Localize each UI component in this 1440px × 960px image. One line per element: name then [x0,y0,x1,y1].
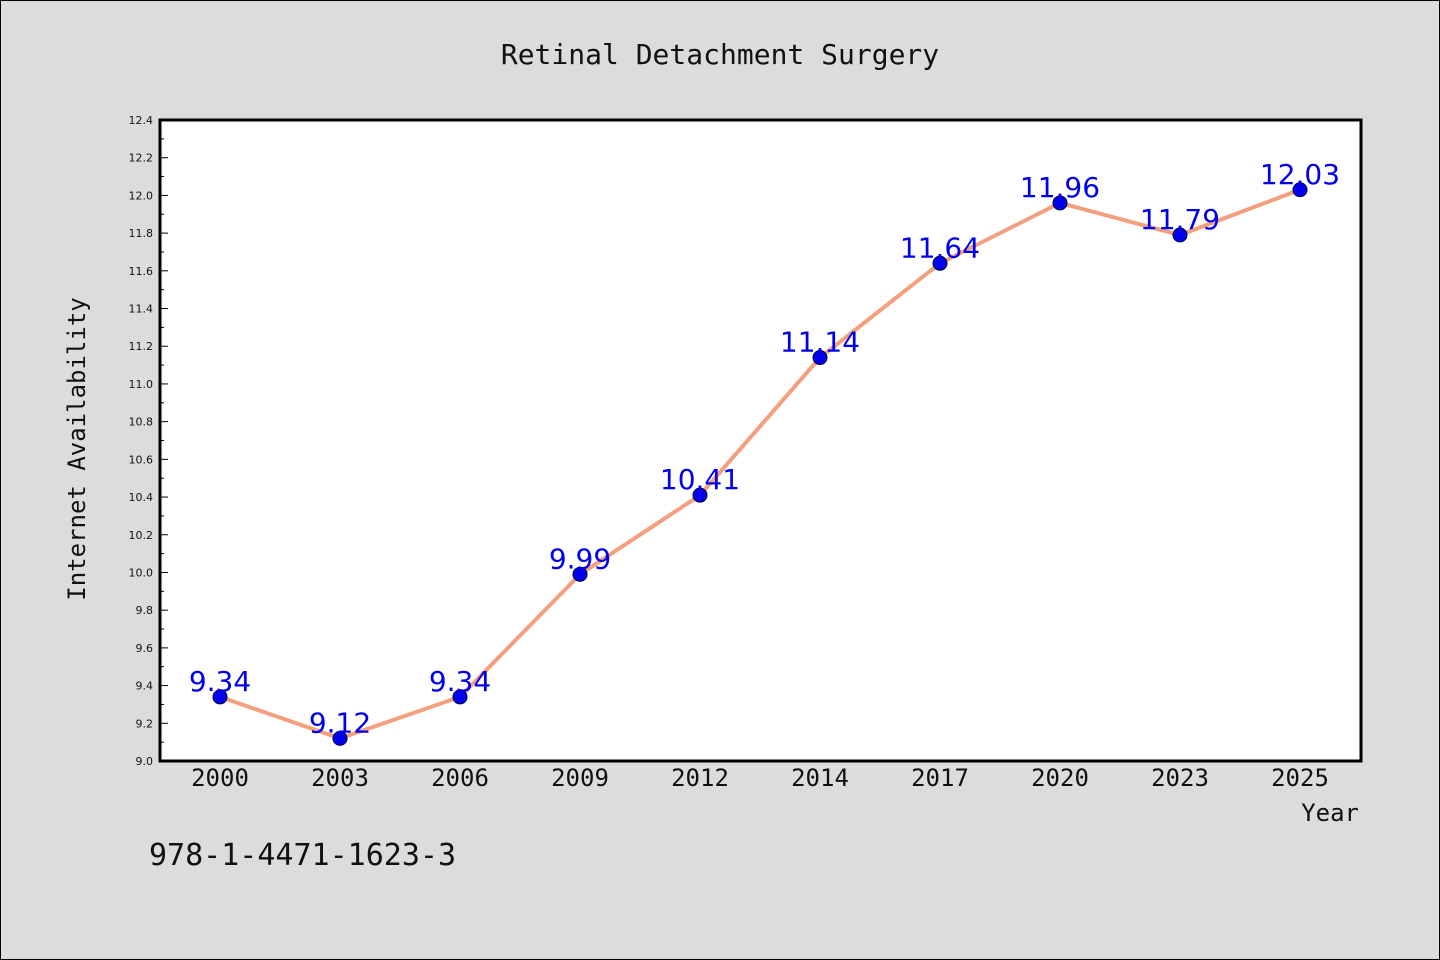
y-tick-label: 9.2 [136,717,154,730]
data-point [332,730,348,746]
x-tick-label: 2009 [551,764,609,792]
y-tick-label: 10.0 [129,566,154,579]
y-tick-label: 10.4 [129,491,154,504]
data-label: 12.03 [1260,158,1340,191]
x-tick-label: 2000 [191,764,249,792]
data-label-group: 9.34 9.12 9.34 9.99 10.41 11.14 11.64 11.96 11.7… [189,158,1340,740]
x-axis-label: Year [1301,799,1359,827]
y-axis-label: Internet Availability [63,297,91,600]
y-tick-label: 12.0 [129,189,154,202]
data-label: 9.12 [309,706,371,739]
y-tick-label: 9.8 [136,604,154,617]
data-point [692,487,708,503]
y-tick-label: 12.4 [129,114,154,127]
y-tick-label: 11.6 [129,265,154,278]
x-tick-label: 2023 [1151,764,1209,792]
y-tick-label: 12.2 [129,152,154,165]
data-point [1292,182,1308,198]
data-point [1172,227,1188,243]
x-tick-label: 2003 [311,764,369,792]
data-label: 9.99 [549,542,611,575]
data-point [452,689,468,705]
x-axis: 2000 2003 2006 2009 2012 2014 2017 2020 2023 2025 [191,764,1329,792]
data-label: 11.14 [780,326,860,359]
x-tick-label: 2014 [791,764,849,792]
y-axis: 9.0 9.2 9.4 9.6 9.8 10.0 10.2 10.4 10.6 10.8 11.0 1… [129,114,168,768]
x-tick-label: 2025 [1271,764,1329,792]
chart-title: Retinal Detachment Surgery [501,38,939,71]
data-point [212,689,228,705]
series-line-group [219,187,1301,741]
x-tick-label: 2020 [1031,764,1089,792]
y-tick-label: 11.2 [129,340,154,353]
marker-group [212,182,1308,746]
y-tick-label: 10.2 [129,529,154,542]
data-label: 11.79 [1140,203,1220,236]
data-point [572,566,588,582]
data-label: 10.41 [660,463,740,496]
isbn-text: 978-1-4471-1623-3 [149,838,456,873]
data-label: 9.34 [429,665,491,698]
y-tick-label: 11.4 [129,303,154,316]
y-tick-label: 10.6 [129,453,154,466]
data-point [932,255,948,271]
y-tick-label: 11.8 [129,227,154,240]
y-tick-label: 9.4 [136,680,154,693]
data-label: 11.64 [900,231,980,264]
x-tick-label: 2017 [911,764,969,792]
data-point [1052,195,1068,211]
x-tick-label: 2012 [671,764,729,792]
y-tick-label: 9.0 [136,755,154,768]
data-label: 11.96 [1020,171,1100,204]
y-tick-label: 11.0 [129,378,154,391]
y-tick-label: 9.6 [136,642,154,655]
x-tick-label: 2006 [431,764,489,792]
series-line [219,187,1301,741]
plot-area [158,118,1363,763]
data-point [812,350,828,366]
y-tick-label: 10.8 [129,416,154,429]
data-label: 9.34 [189,665,251,698]
